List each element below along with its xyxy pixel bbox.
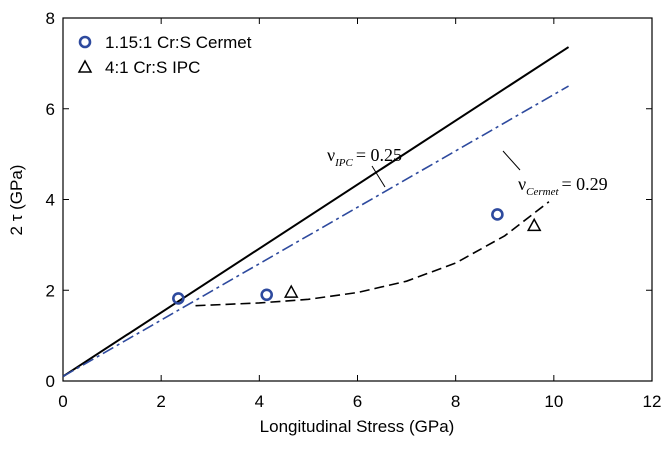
data-point — [526, 217, 542, 232]
annotation-pointer — [502, 150, 521, 171]
fit-line — [62, 85, 569, 378]
x-tick-label: 12 — [643, 392, 662, 411]
data-point — [283, 284, 299, 298]
data-point — [260, 288, 273, 302]
x-axis-label: Longitudinal Stress (GPa) — [260, 417, 455, 436]
legend-marker — [78, 35, 92, 49]
fit-line — [62, 46, 570, 378]
fit-line — [195, 201, 550, 307]
x-tick-label: 4 — [255, 392, 264, 411]
y-tick-label: 2 — [46, 281, 55, 300]
annotation: νCermet = 0.29 — [518, 174, 608, 198]
legend-label: 1.15:1 Cr:S Cermet — [105, 33, 252, 52]
x-tick-label: 8 — [451, 392, 460, 411]
x-tick-label: 2 — [156, 392, 165, 411]
y-tick-label: 6 — [46, 100, 55, 119]
annotation-pointer — [371, 165, 386, 188]
x-tick-label: 10 — [544, 392, 563, 411]
y-axis-label: 2 τ (GPa) — [7, 165, 26, 236]
y-tick-label: 0 — [46, 372, 55, 391]
data-point — [491, 208, 504, 221]
x-tick-label: 6 — [353, 392, 362, 411]
y-tick-label: 4 — [46, 191, 55, 210]
y-tick-label: 8 — [46, 9, 55, 28]
annotation: νIPC = 0.25 — [327, 145, 402, 169]
x-tick-label: 0 — [58, 392, 67, 411]
data-point — [172, 292, 185, 305]
legend-marker — [77, 59, 93, 73]
legend-label: 4:1 Cr:S IPC — [105, 58, 200, 77]
